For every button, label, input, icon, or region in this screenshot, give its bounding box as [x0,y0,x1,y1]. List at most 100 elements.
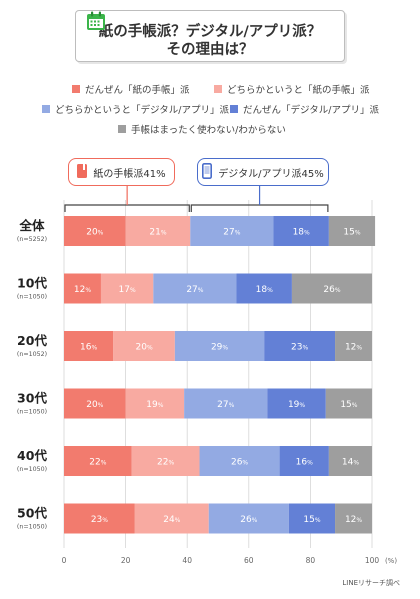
data-label-value: 20 [86,228,98,238]
legend-label: どちらかというと「デジタル/アプリ」派 [55,105,230,116]
bar-segment [64,331,114,361]
data-label: 12% [345,343,362,353]
data-label-value: 16 [296,458,308,468]
data-label: 18% [256,285,273,295]
data-label-value: 14 [342,458,354,468]
digital-callout-label: デジタル/アプリ派45% [218,168,324,180]
data-label-value: 22 [157,458,168,468]
category-label: 50代 [17,506,47,521]
bar-segment [64,273,101,304]
category-sample-size: (n=1050) [17,524,47,531]
data-label: 12% [345,515,362,525]
data-label-suffix: % [130,287,136,294]
x-tick-label: 40 [182,556,192,565]
data-label-suffix: % [356,345,362,352]
data-label: 29% [211,343,228,353]
data-label-value: 29 [211,343,223,353]
bar-segment [273,216,329,246]
source-note: LINEリサーチ調べ [342,579,400,587]
data-label-suffix: % [235,230,241,237]
data-label-suffix: % [92,345,98,352]
calendar-icon [85,10,107,36]
bar-segment [335,331,372,361]
data-label-suffix: % [304,230,310,237]
legend: だんぜん「紙の手帳」派 どちらかというと「紙の手帳」派 どちらかというと「デジタ… [0,0,420,150]
legend-item: どちらかというと「紙の手帳」派 [214,82,370,96]
chart-title: 紙の手帳派？デジタル/アプリ派？ [98,24,322,40]
data-label-suffix: % [222,345,228,352]
data-label-suffix: % [98,402,104,409]
bar-segment [153,273,237,304]
bar-segment [125,388,185,419]
paper-callout: 紙の手帳派41% [68,158,175,186]
legend-swatch [230,105,238,113]
bar-segment [328,446,372,476]
category-sample-size: (n=1052) [17,351,47,358]
data-label: 22% [89,458,106,468]
data-label-suffix: % [352,402,358,409]
bar-segment [267,388,326,419]
legend-item: だんぜん「紙の手帳」派 [72,82,190,96]
data-label-value: 12 [74,285,85,295]
category-label: 20代 [17,333,47,348]
legend-label: だんぜん「デジタル/アプリ」派 [243,105,380,116]
data-label-suffix: % [101,460,107,467]
x-unit-label: (%) [385,557,397,565]
bar-segment [134,503,209,534]
data-label-value: 19 [146,400,158,410]
data-label: 12% [74,285,91,295]
legend-swatch [72,85,80,93]
data-label-suffix: % [335,287,341,294]
data-label-suffix: % [307,460,313,467]
legend-label: 手帳はまったく使わない/わからない [131,125,286,136]
data-label-suffix: % [147,345,153,352]
data-label: 27% [223,228,240,238]
data-label: 15% [303,515,320,525]
data-label: 19% [146,400,163,410]
data-label-value: 26 [231,458,243,468]
data-label-value: 26 [240,515,252,525]
data-label-value: 24 [163,515,175,525]
data-label: 27% [217,400,234,410]
data-label-value: 22 [89,458,100,468]
data-label: 15% [340,400,357,410]
data-label: 27% [186,285,203,295]
bar-segment [64,503,135,534]
bar-segment [279,446,329,476]
data-label-suffix: % [102,517,108,524]
data-label: 18% [293,228,310,238]
data-label-value: 20 [86,400,98,410]
category-sample-size: (n=1050) [17,409,47,416]
data-label-suffix: % [356,517,362,524]
category-label: 10代 [17,276,47,291]
smartphone-icon [202,162,213,182]
bar-segment [64,216,126,246]
bar-segment [184,388,268,419]
data-label-value: 26 [323,285,335,295]
data-label: 24% [163,515,180,525]
data-label: 26% [240,515,257,525]
category-sample-size: (n=1050) [17,466,47,473]
data-label-suffix: % [175,517,181,524]
paper-bracket [64,204,190,212]
bar-segment [325,388,372,419]
data-label-suffix: % [299,402,305,409]
data-label-suffix: % [353,460,359,467]
data-label-suffix: % [98,230,104,237]
category-sample-size: (n=5252) [17,236,47,243]
data-label: 20% [86,228,103,238]
data-label: 26% [231,458,248,468]
data-label: 19% [288,400,305,410]
data-label-value: 15 [340,400,351,410]
x-tick-label: 20 [121,556,131,565]
data-label-value: 23 [91,515,102,525]
category-sample-size: (n=1050) [17,294,47,301]
bar-segment [236,273,292,304]
data-label-value: 18 [256,285,268,295]
legend-swatch [42,105,50,113]
data-label-value: 15 [343,228,354,238]
data-label: 20% [136,343,153,353]
data-label-suffix: % [267,287,273,294]
notebook-icon [77,163,88,181]
